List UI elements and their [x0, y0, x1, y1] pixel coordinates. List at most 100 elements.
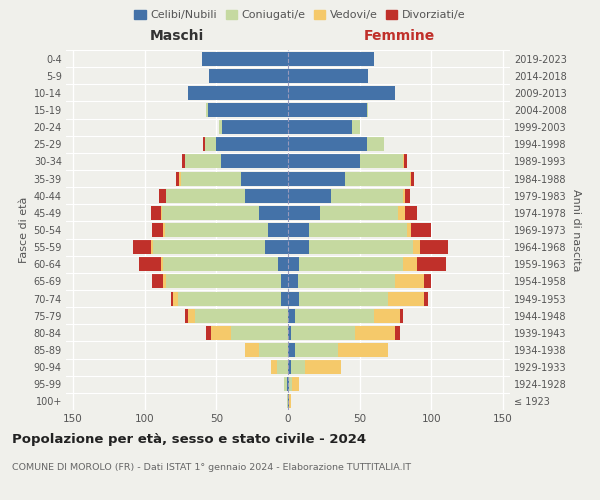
Bar — [221, 154, 288, 168]
Bar — [395, 326, 400, 340]
Bar — [185, 308, 188, 322]
Bar — [289, 378, 292, 392]
Bar — [161, 258, 163, 272]
Bar — [205, 138, 217, 151]
Bar — [165, 223, 268, 237]
Bar — [133, 240, 151, 254]
Bar — [407, 223, 411, 237]
Bar — [166, 188, 245, 202]
Bar — [179, 172, 181, 185]
Bar — [166, 274, 281, 288]
Bar — [288, 292, 299, 306]
Bar — [281, 292, 288, 306]
Bar — [288, 120, 352, 134]
Bar — [288, 326, 291, 340]
Bar — [203, 138, 205, 151]
Bar — [268, 223, 288, 237]
Bar — [222, 120, 288, 134]
Bar — [320, 206, 398, 220]
Bar — [202, 52, 288, 66]
Bar — [159, 188, 166, 202]
Bar — [292, 378, 299, 392]
Bar — [288, 308, 295, 322]
Text: Maschi: Maschi — [150, 28, 204, 42]
Y-axis label: Fasce di età: Fasce di età — [19, 197, 29, 263]
Bar — [284, 378, 287, 392]
Text: Femmine: Femmine — [364, 28, 434, 42]
Bar — [299, 258, 403, 272]
Bar — [411, 223, 431, 237]
Text: COMUNE DI MOROLO (FR) - Dati ISTAT 1° gennaio 2024 - Elaborazione TUTTITALIA.IT: COMUNE DI MOROLO (FR) - Dati ISTAT 1° ge… — [12, 462, 411, 471]
Bar — [331, 188, 403, 202]
Bar — [310, 240, 413, 254]
Bar — [288, 394, 289, 408]
Bar — [182, 154, 185, 168]
Bar — [288, 138, 367, 151]
Bar — [259, 343, 288, 357]
Y-axis label: Anni di nascita: Anni di nascita — [571, 188, 581, 271]
Bar — [208, 103, 288, 117]
Bar — [173, 292, 178, 306]
Bar — [162, 206, 259, 220]
Bar — [151, 240, 154, 254]
Bar — [245, 343, 259, 357]
Bar — [163, 258, 278, 272]
Bar — [277, 360, 288, 374]
Bar — [406, 188, 410, 202]
Bar — [288, 274, 298, 288]
Text: Popolazione per età, sesso e stato civile - 2024: Popolazione per età, sesso e stato civil… — [12, 432, 366, 446]
Bar — [367, 103, 368, 117]
Bar — [287, 394, 288, 408]
Bar — [288, 206, 320, 220]
Bar — [188, 86, 288, 100]
Bar — [288, 223, 310, 237]
Bar — [355, 326, 395, 340]
Bar — [288, 188, 331, 202]
Bar — [271, 360, 277, 374]
Bar — [206, 103, 208, 117]
Bar — [338, 343, 388, 357]
Bar — [241, 172, 288, 185]
Bar — [413, 240, 420, 254]
Bar — [281, 274, 288, 288]
Bar — [367, 138, 384, 151]
Bar — [161, 206, 162, 220]
Bar — [181, 172, 241, 185]
Bar — [395, 274, 424, 288]
Bar — [288, 172, 345, 185]
Bar — [139, 258, 161, 272]
Bar — [424, 292, 428, 306]
Bar — [295, 343, 338, 357]
Bar — [400, 308, 403, 322]
Bar — [411, 172, 414, 185]
Legend: Celibi/Nubili, Coniugati/e, Vedovi/e, Divorziati/e: Celibi/Nubili, Coniugati/e, Vedovi/e, Di… — [130, 6, 470, 25]
Bar — [211, 326, 231, 340]
Bar — [259, 206, 288, 220]
Bar — [374, 308, 400, 322]
Bar — [420, 240, 448, 254]
Bar — [359, 154, 403, 168]
Bar — [288, 52, 374, 66]
Bar — [288, 378, 289, 392]
Bar — [152, 274, 163, 288]
Bar — [298, 274, 395, 288]
Bar — [188, 308, 195, 322]
Bar — [219, 120, 222, 134]
Bar — [403, 188, 406, 202]
Bar — [305, 360, 341, 374]
Bar — [245, 188, 288, 202]
Bar — [406, 206, 417, 220]
Bar — [291, 360, 305, 374]
Bar — [217, 138, 288, 151]
Bar — [176, 172, 179, 185]
Bar — [195, 308, 288, 322]
Bar — [388, 292, 424, 306]
Bar — [410, 172, 411, 185]
Bar — [163, 223, 165, 237]
Bar — [398, 206, 406, 220]
Bar — [185, 154, 221, 168]
Bar — [178, 292, 281, 306]
Bar — [231, 326, 288, 340]
Bar — [170, 292, 173, 306]
Bar — [288, 103, 367, 117]
